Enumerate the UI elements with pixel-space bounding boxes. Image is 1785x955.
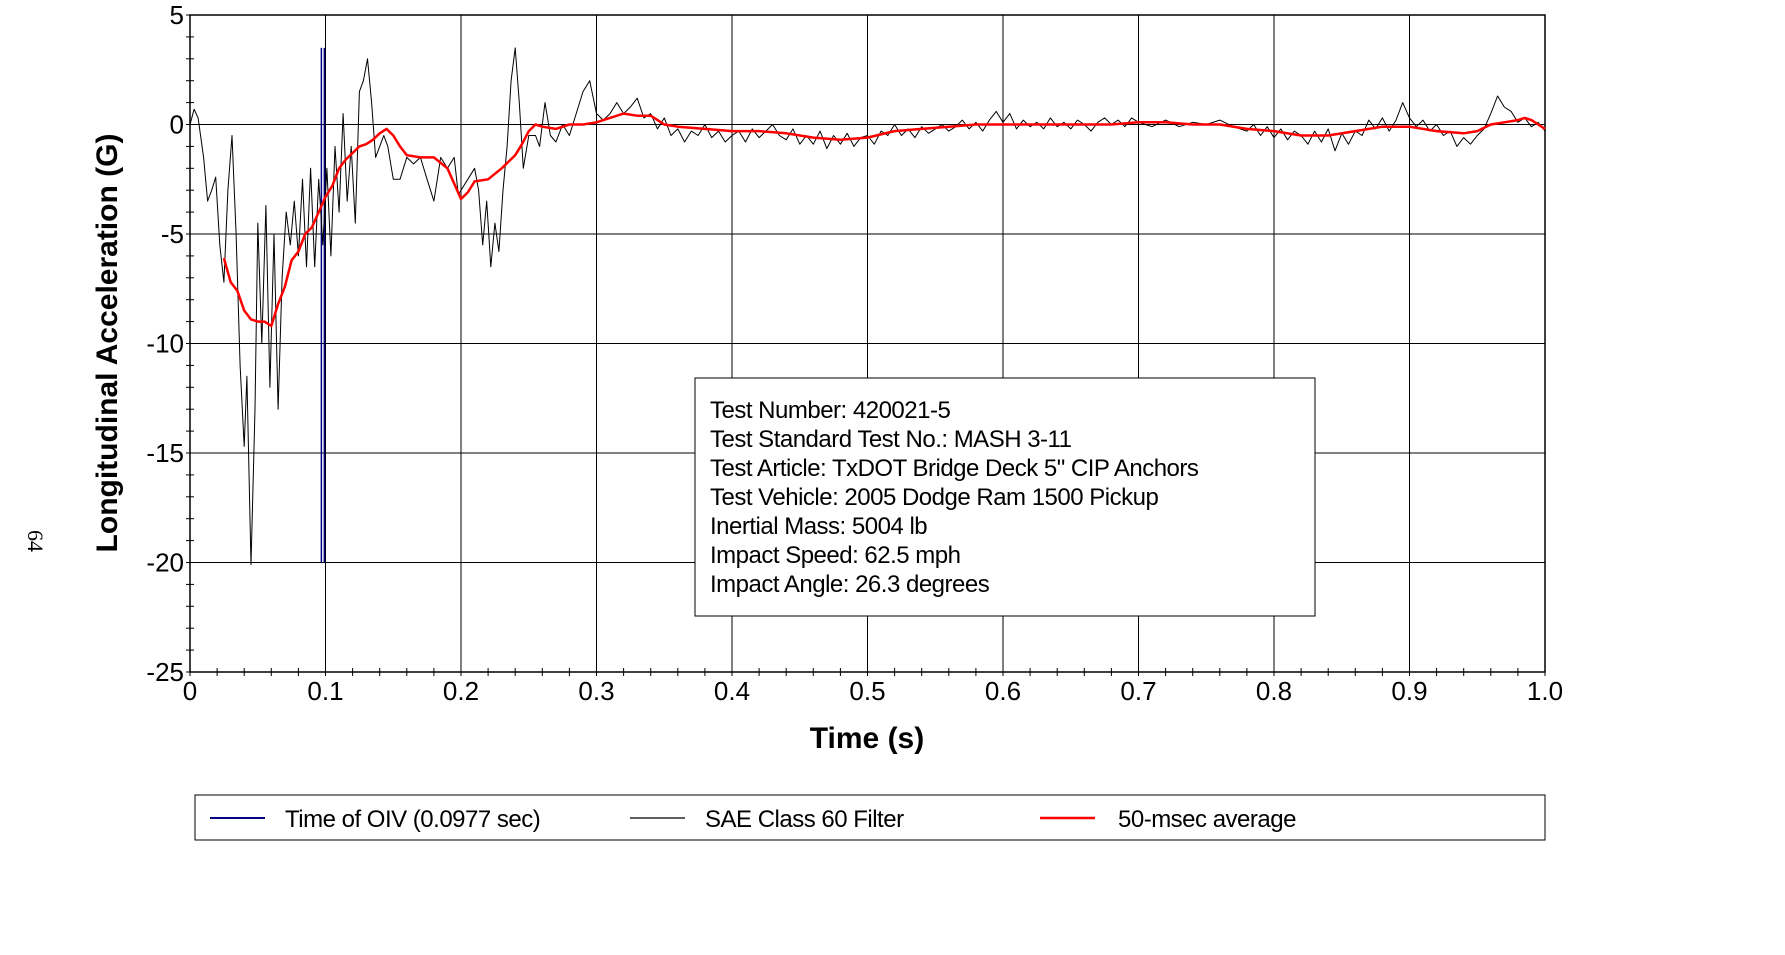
series-sae-filter-line	[189, 47, 1546, 566]
legend: Time of OIV (0.0977 sec) SAE Class 60 Fi…	[194, 794, 1546, 841]
y-tick-label: -20	[146, 548, 184, 578]
page-number: 64	[23, 530, 48, 552]
series-50msec-average-line	[222, 112, 1546, 328]
info-test-number: Test Number: 420021-5	[710, 397, 950, 424]
y-axis-title: Longitudinal Acceleration (G)	[91, 134, 124, 553]
info-inertial-mass: Inertial Mass: 5004 lb	[710, 513, 927, 540]
y-tick-label: -5	[161, 219, 184, 249]
x-tick-label: 0.2	[443, 676, 479, 706]
y-tick-label: -10	[146, 329, 184, 359]
series-layer	[189, 47, 1546, 566]
info-impact-angle: Impact Angle: 26.3 degrees	[710, 571, 990, 598]
x-tick-label: 0.1	[307, 676, 343, 706]
y-tick-label: -15	[146, 438, 184, 468]
test-info-box: Test Number: 420021-5 Test Standard Test…	[694, 377, 1316, 617]
x-tick-label: 0	[183, 676, 197, 706]
x-axis-tick-labels: 0 0.1 0.2 0.3 0.4 0.5 0.6 0.7 0.8 0.9 1.0	[183, 676, 1563, 706]
info-test-article: Test Article: TxDOT Bridge Deck 5" CIP A…	[710, 455, 1199, 482]
x-tick-label: 1.0	[1527, 676, 1563, 706]
minor-ticks	[186, 14, 1546, 676]
x-axis-title: Time (s)	[810, 722, 924, 755]
info-impact-speed: Impact Speed: 62.5 mph	[710, 542, 961, 569]
legend-label-average: 50-msec average	[1118, 806, 1296, 833]
y-tick-label: 5	[170, 0, 184, 30]
y-tick-label: 0	[170, 110, 184, 140]
x-tick-label: 0.8	[1256, 676, 1292, 706]
info-test-standard: Test Standard Test No.: MASH 3-11	[710, 426, 1072, 453]
x-tick-label: 0.4	[714, 676, 750, 706]
x-tick-label: 0.3	[578, 676, 614, 706]
x-tick-label: 0.9	[1391, 676, 1427, 706]
x-tick-label: 0.7	[1120, 676, 1156, 706]
y-axis-tick-labels: 5 0 -5 -10 -15 -20 -25	[146, 0, 184, 687]
info-test-vehicle: Test Vehicle: 2005 Dodge Ram 1500 Pickup	[710, 484, 1158, 511]
legend-label-sae-filter: SAE Class 60 Filter	[705, 806, 904, 833]
legend-box	[194, 794, 1546, 841]
legend-label-oiv: Time of OIV (0.0977 sec)	[285, 806, 540, 833]
x-tick-label: 0.5	[849, 676, 885, 706]
x-tick-label: 0.6	[985, 676, 1021, 706]
y-tick-label: -25	[146, 657, 184, 687]
